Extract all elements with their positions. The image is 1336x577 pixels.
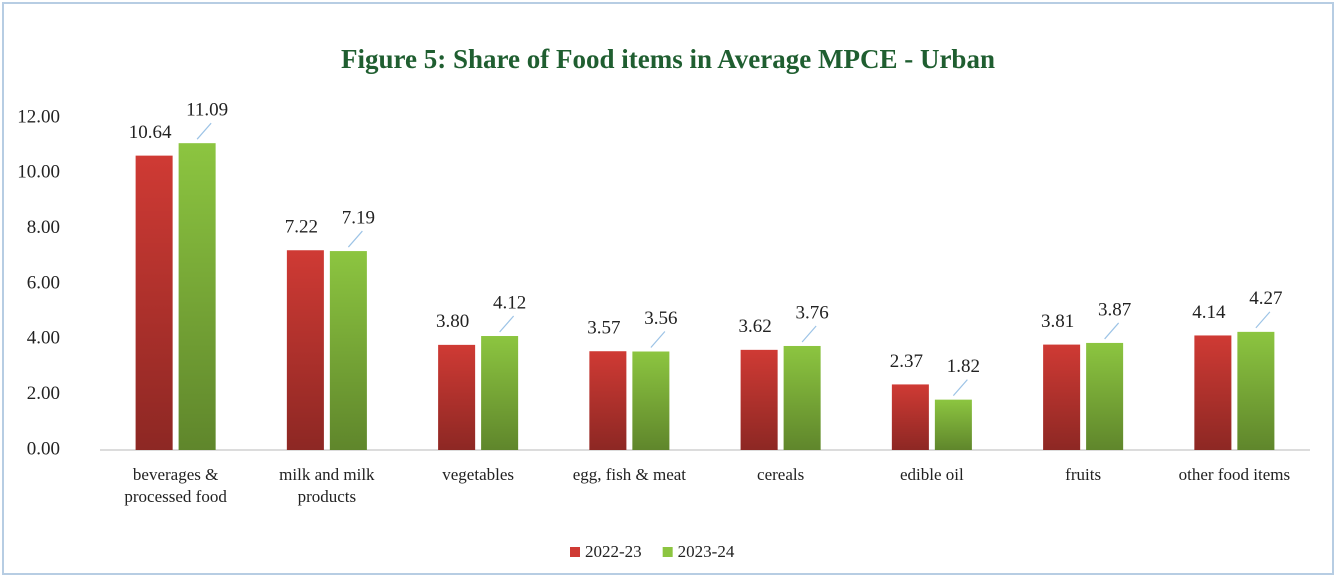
leader-line bbox=[1255, 311, 1271, 329]
bar-shade bbox=[286, 250, 324, 450]
data-label: 10.64 bbox=[129, 122, 172, 143]
y-tick-label: 6.00 bbox=[27, 272, 60, 293]
bar-shade bbox=[934, 399, 972, 450]
bar-shade bbox=[1194, 335, 1232, 450]
bar-shade bbox=[589, 351, 627, 450]
data-label: 1.82 bbox=[947, 356, 980, 377]
data-label: 4.12 bbox=[493, 292, 526, 313]
bar-shade bbox=[1043, 344, 1081, 450]
data-label: 3.81 bbox=[1041, 311, 1074, 332]
x-tick-label: edible oil bbox=[900, 465, 964, 484]
bar-shade bbox=[783, 345, 821, 450]
data-label: 3.56 bbox=[644, 308, 677, 329]
data-label: 3.76 bbox=[796, 302, 829, 323]
chart-title: Figure 5: Share of Food items in Average… bbox=[341, 44, 995, 74]
bar-shade bbox=[891, 384, 929, 450]
legend-swatch bbox=[662, 547, 673, 557]
y-tick-label: 8.00 bbox=[27, 217, 60, 238]
leader-line bbox=[952, 379, 968, 397]
y-tick-label: 4.00 bbox=[27, 328, 60, 349]
data-label: 3.87 bbox=[1098, 299, 1131, 320]
bar-shade bbox=[1086, 342, 1124, 450]
y-tick-label: 2.00 bbox=[27, 383, 60, 404]
legend-swatch bbox=[570, 547, 580, 557]
leader-line bbox=[1104, 322, 1120, 340]
bar-shade bbox=[178, 143, 216, 450]
leader-line bbox=[196, 122, 212, 140]
x-tick-label: cereals bbox=[757, 465, 805, 484]
leader-line bbox=[499, 315, 515, 333]
bar-shade bbox=[632, 351, 670, 450]
bar-shade bbox=[1237, 331, 1275, 450]
data-label: 7.19 bbox=[342, 207, 375, 228]
leader-line bbox=[347, 230, 363, 248]
bar-shade bbox=[438, 344, 476, 450]
x-tick-label: vegetables bbox=[442, 465, 514, 484]
x-tick-label: egg, fish & meat bbox=[572, 465, 687, 484]
x-tick-label: beverages & processed food bbox=[124, 465, 227, 506]
leader-line bbox=[650, 331, 666, 348]
data-label: 7.22 bbox=[285, 217, 318, 238]
leader-line bbox=[801, 325, 817, 343]
bar-shade bbox=[740, 349, 778, 450]
data-label: 3.62 bbox=[739, 316, 772, 337]
bar-shade bbox=[135, 155, 173, 451]
bar-shade bbox=[481, 336, 519, 450]
data-label: 2.37 bbox=[890, 351, 923, 372]
data-label: 4.14 bbox=[1192, 302, 1226, 323]
y-tick-label: 0.00 bbox=[27, 438, 60, 459]
x-tick-label: fruits bbox=[1065, 465, 1102, 484]
legend-label: 2023-24 bbox=[678, 542, 735, 561]
y-tick-label: 12.00 bbox=[17, 106, 60, 127]
data-label: 3.80 bbox=[436, 311, 469, 332]
data-label: 3.57 bbox=[587, 318, 620, 339]
x-tick-label: milk and milk products bbox=[279, 465, 375, 506]
data-label: 4.27 bbox=[1249, 288, 1282, 309]
legend-label: 2022-23 bbox=[585, 542, 642, 561]
y-tick-label: 10.00 bbox=[17, 162, 60, 183]
bar-shade bbox=[329, 251, 367, 450]
x-tick-label: other food items bbox=[1178, 465, 1291, 484]
data-label: 11.09 bbox=[186, 100, 228, 121]
